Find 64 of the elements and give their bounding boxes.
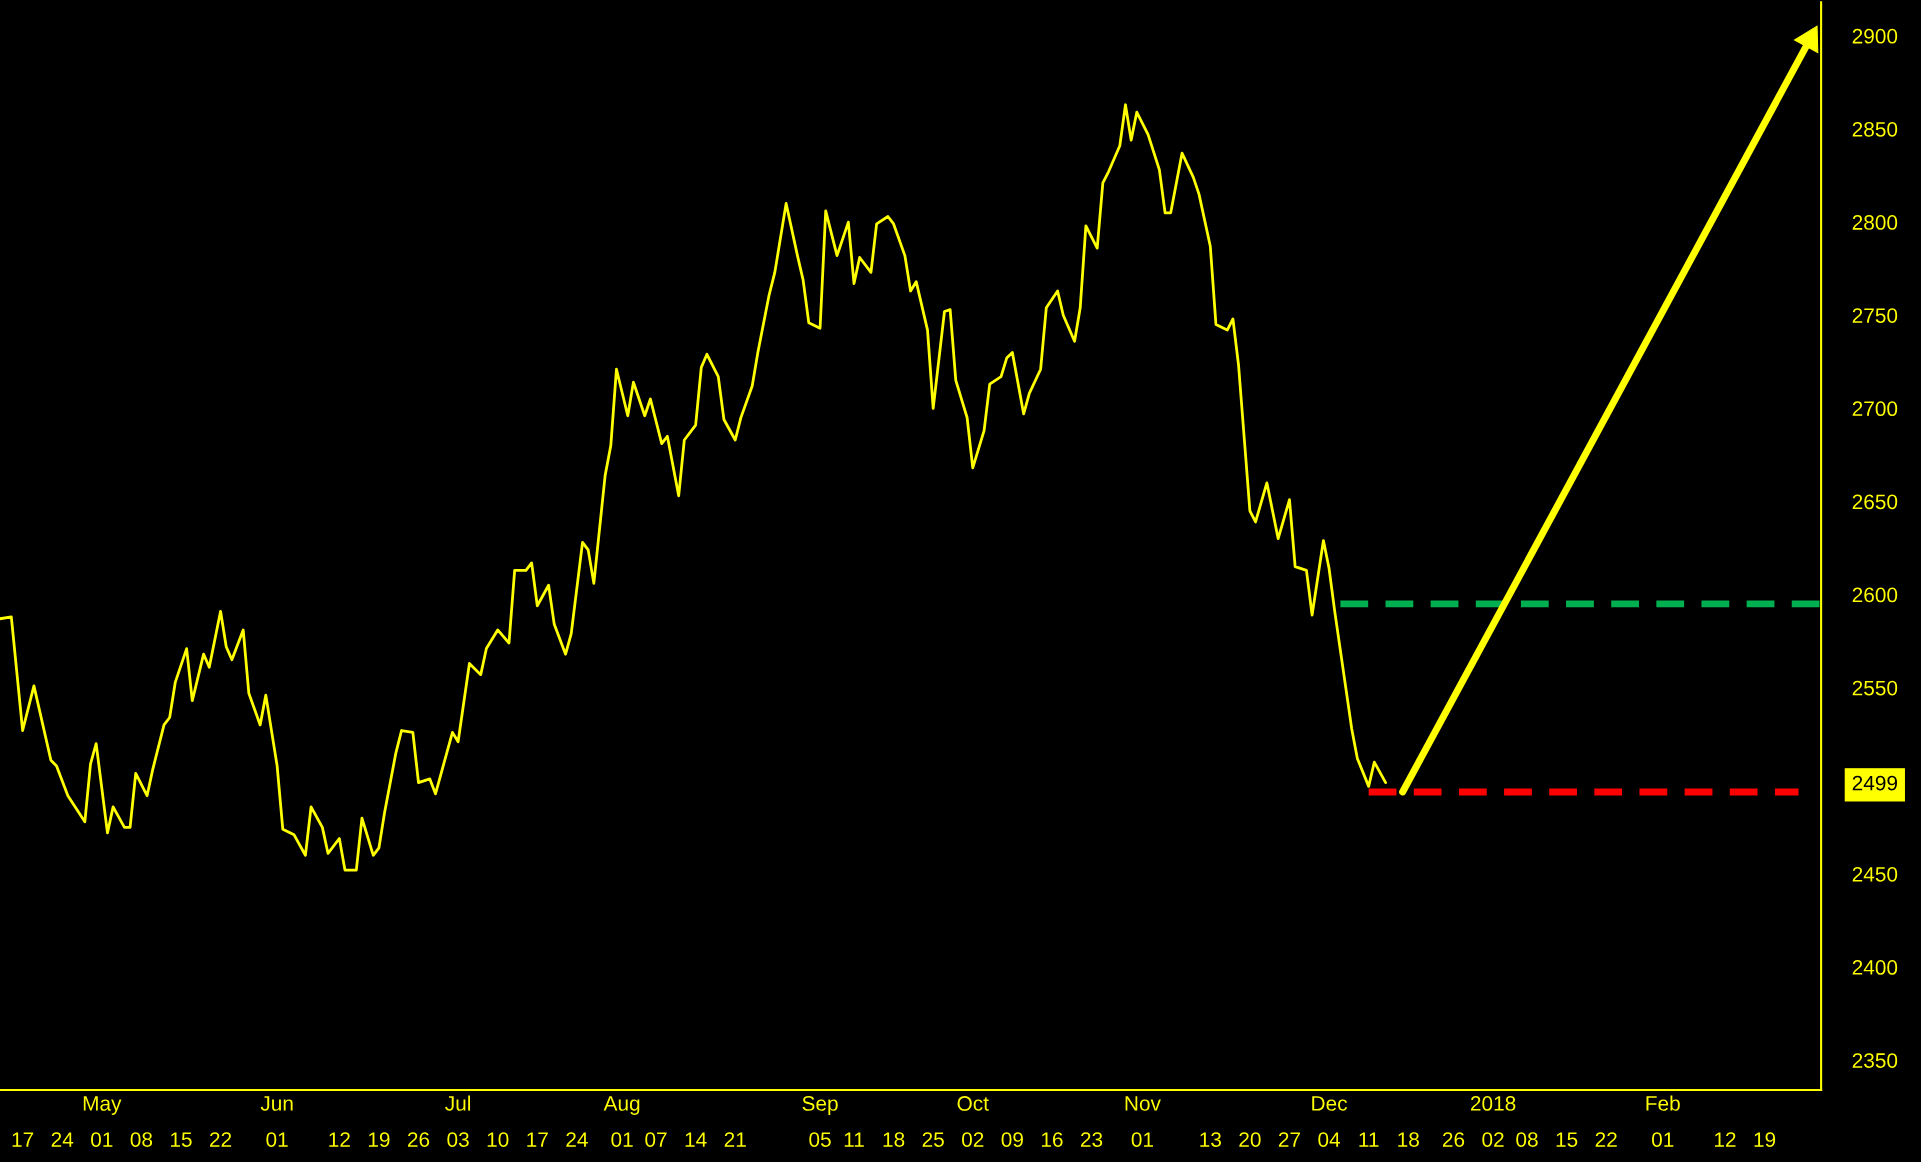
x-tick-label: 12 xyxy=(1714,1132,1736,1147)
x2-tick-label: Sep xyxy=(802,1096,838,1115)
x2-tick-label: Jul xyxy=(445,1095,471,1111)
x-tick-label: 01 xyxy=(1131,1132,1154,1147)
x-tick-label: 02 xyxy=(1482,1132,1504,1147)
x-tick-label: 17 xyxy=(12,1132,34,1147)
x-tick-label: 18 xyxy=(883,1132,905,1147)
x-tick-label: 15 xyxy=(1556,1132,1578,1147)
y-tick-label: 2900 xyxy=(1852,28,1898,44)
y-tick-label: 2600 xyxy=(1852,587,1898,603)
x-tick-label: 26 xyxy=(407,1132,430,1147)
x-tick-label: 07 xyxy=(645,1132,667,1147)
x-tick-label: 20 xyxy=(1239,1132,1261,1147)
x2-tick-label: Aug xyxy=(603,1096,640,1115)
x2-tick-label: Oct xyxy=(957,1096,989,1111)
y-tick-label: 2400 xyxy=(1852,960,1898,975)
y-tick-label: 2499 xyxy=(1852,775,1898,791)
y-tick-label: 2650 xyxy=(1852,494,1898,510)
x-tick-label: 19 xyxy=(368,1132,390,1147)
x-tick-label: 23 xyxy=(1081,1132,1103,1147)
x-tick-label: 13 xyxy=(1200,1132,1221,1147)
x-tick-label: 02 xyxy=(961,1132,984,1147)
x-tick-label: 05 xyxy=(809,1132,831,1147)
x2-tick-label: Nov xyxy=(1125,1096,1161,1111)
x-tick-label: 10 xyxy=(487,1132,509,1147)
x2-tick-label: May xyxy=(83,1096,122,1115)
y-tick-label: 2350 xyxy=(1852,1053,1898,1068)
x-tick-label: 17 xyxy=(527,1132,548,1147)
x2-tick-label: Dec xyxy=(1312,1096,1348,1111)
x-tick-label: 14 xyxy=(685,1132,707,1147)
x2-tick-label: 2018 xyxy=(1470,1096,1516,1111)
x-tick-label: 08 xyxy=(130,1132,153,1147)
x-tick-label: 03 xyxy=(447,1132,469,1147)
x-tick-label: 18 xyxy=(1398,1132,1419,1147)
x-tick-label: 09 xyxy=(1001,1132,1023,1147)
y-tick-label: 2850 xyxy=(1852,121,1898,137)
x-tick-label: 15 xyxy=(170,1132,192,1147)
y-tick-label: 2450 xyxy=(1852,866,1898,882)
x-tick-label: 27 xyxy=(1278,1132,1301,1147)
x-tick-label: 12 xyxy=(329,1132,350,1147)
y-tick-label: 2700 xyxy=(1852,401,1898,417)
x-tick-label: 21 xyxy=(724,1132,746,1147)
x-tick-label: 11 xyxy=(1359,1132,1379,1147)
x-tick-label: 04 xyxy=(1318,1132,1341,1147)
x-tick-label: 25 xyxy=(922,1132,944,1147)
x-tick-label: 22 xyxy=(210,1132,232,1147)
x-tick-label: 22 xyxy=(1595,1132,1617,1147)
x-tick-label: 26 xyxy=(1442,1132,1465,1147)
x-tick-label: 16 xyxy=(1041,1132,1063,1147)
y-tick-label: 2750 xyxy=(1852,308,1898,323)
y-tick-label: 2800 xyxy=(1852,215,1898,230)
x2-tick-label: Jun xyxy=(260,1096,293,1111)
y-tick-label: 2550 xyxy=(1852,680,1898,696)
x-tick-label: 24 xyxy=(566,1132,588,1147)
x-tick-label: 01 xyxy=(91,1132,113,1147)
x-tick-label: 01 xyxy=(266,1132,288,1147)
line-series xyxy=(0,103,1388,872)
x-tick-label: 01 xyxy=(611,1132,633,1147)
x-tick-label: 08 xyxy=(1516,1132,1538,1147)
x-tick-label: 01 xyxy=(1651,1132,1674,1147)
x-tick-label: 24 xyxy=(51,1132,74,1147)
x-tick-label: 19 xyxy=(1754,1132,1776,1147)
x-tick-label: 11 xyxy=(844,1132,864,1147)
x2-tick-label: Feb xyxy=(1646,1095,1680,1111)
